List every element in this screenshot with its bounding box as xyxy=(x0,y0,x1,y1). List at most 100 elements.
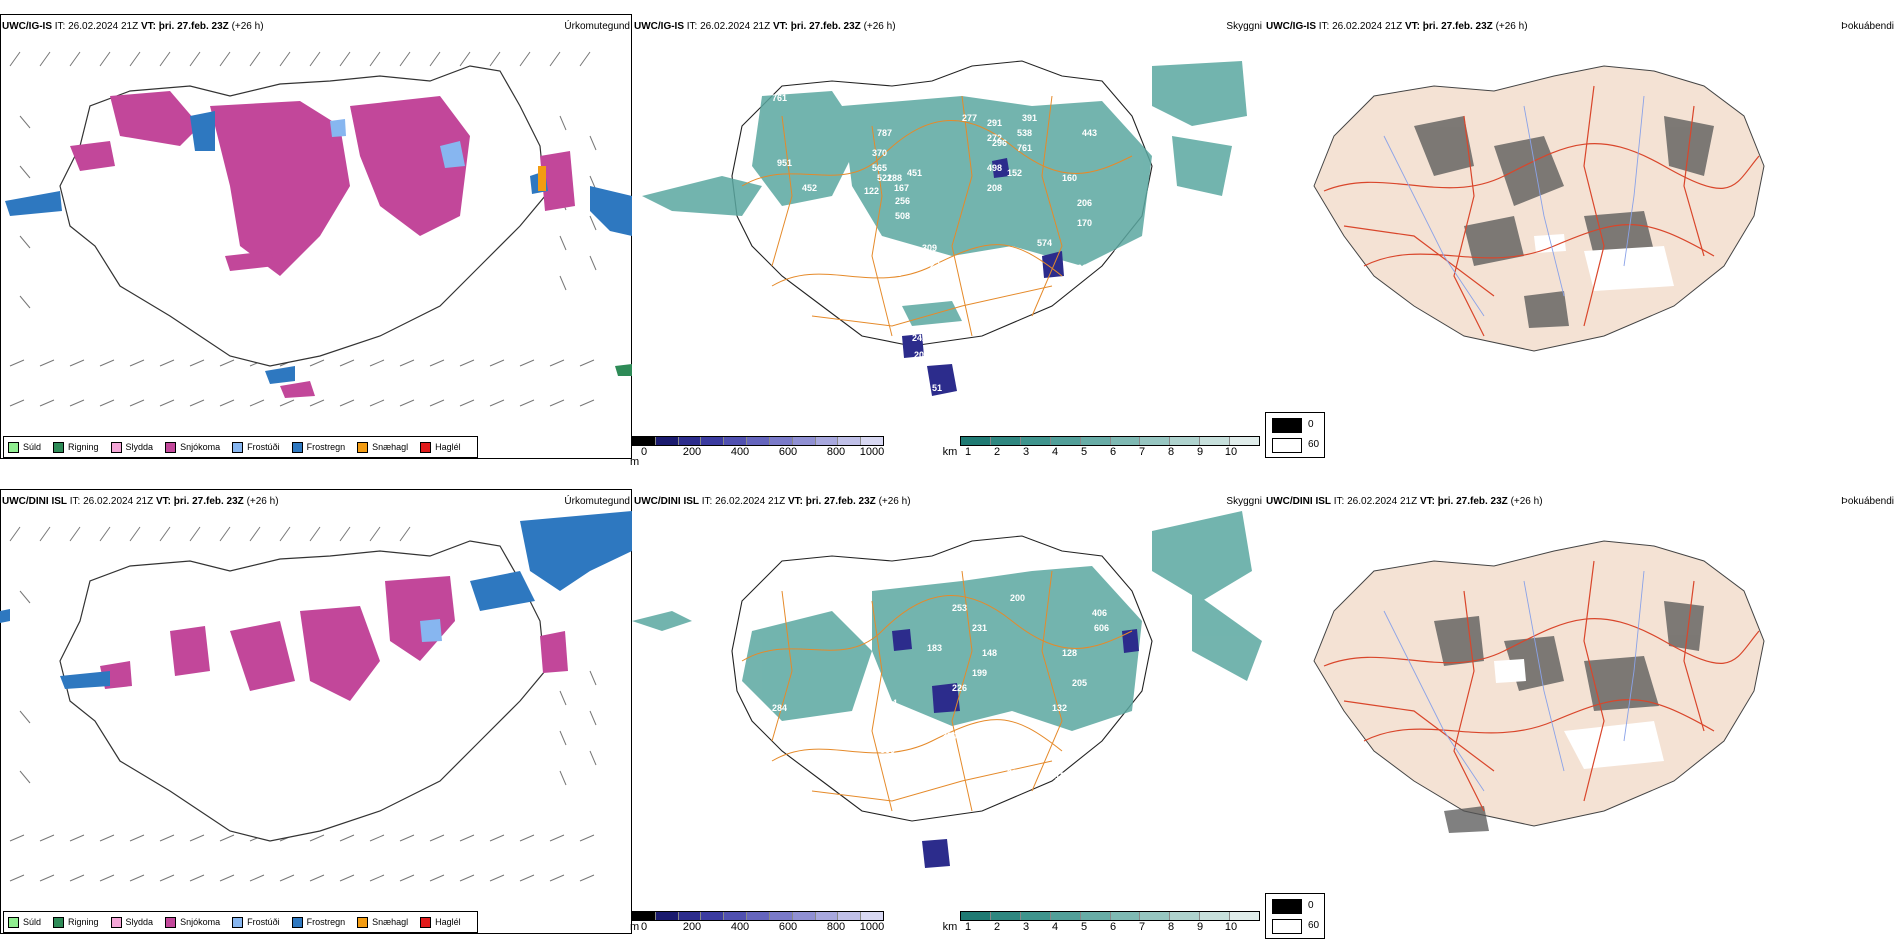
cloud-base-panel-top: UWC/IG-IS IT: 26.02.2024 21Z VT: þri. 27… xyxy=(630,0,1264,475)
elevation-label: 538 xyxy=(1017,128,1032,138)
panel-title: Þokuábendi xyxy=(1841,21,1894,32)
swatch xyxy=(165,441,177,453)
tick: 6 xyxy=(1109,921,1117,933)
vt-value: þri. 27.feb. 23Z xyxy=(1422,21,1493,32)
swatch xyxy=(110,441,122,453)
elevation-label: 183 xyxy=(927,643,942,653)
tick: 200 xyxy=(682,921,702,933)
elevation-label: 521 xyxy=(877,173,892,183)
lead-time: (+26 h) xyxy=(878,496,911,507)
it-value: 26.02.2024 21Z xyxy=(83,496,154,507)
swatch xyxy=(420,916,432,928)
vt-value: þri. 27.feb. 23Z xyxy=(790,21,861,32)
panel-header: UWC/IG-IS IT: 26.02.2024 21Z VT: þri. 27… xyxy=(2,21,264,32)
elevation-label: 272 xyxy=(987,133,1002,143)
tick: 600 xyxy=(778,921,798,933)
elevation-label: 350 xyxy=(880,745,895,755)
tick: 7 xyxy=(1138,921,1146,933)
elevation-label: 126 xyxy=(1055,771,1070,781)
fog-panel-bottom: UWC/DINI ISL IT: 26.02.2024 21Z VT: þri.… xyxy=(1264,475,1896,950)
tick: 1 xyxy=(964,921,972,933)
elevation-label: 451 xyxy=(907,168,922,178)
elevation-label: 152 xyxy=(1007,168,1022,178)
model-name: UWC/IG-IS xyxy=(2,21,52,32)
tick: 400 xyxy=(730,446,750,458)
panel-header: UWC/DINI ISL IT: 26.02.2024 21Z VT: þri.… xyxy=(1266,496,1543,507)
lead-time: (+26 h) xyxy=(1510,496,1543,507)
tick: 400 xyxy=(730,921,750,933)
tick: 10 xyxy=(1224,446,1238,458)
tick: 8 xyxy=(1167,446,1175,458)
it-value: 26.02.2024 21Z xyxy=(1347,496,1418,507)
elevation-label: 508 xyxy=(895,211,910,221)
elevation-label: 41 xyxy=(915,368,925,378)
it-label: IT: xyxy=(54,21,66,32)
tick: 200 xyxy=(682,446,702,458)
elevation-label: 824 xyxy=(882,698,897,708)
tick: 9 xyxy=(1196,921,1204,933)
vt-label: VT: xyxy=(1404,21,1420,32)
elevation-label: 291 xyxy=(987,118,1002,128)
elevation-label: 443 xyxy=(1082,128,1097,138)
it-value: 26.02.2024 21Z xyxy=(1332,21,1403,32)
elevation-label: 277 xyxy=(962,113,977,123)
map-frame xyxy=(0,14,632,459)
elevation-label: 565 xyxy=(872,163,887,173)
tick: 3 xyxy=(1022,921,1030,933)
panel-title: Úrkomutegund xyxy=(564,496,630,507)
map-frame xyxy=(0,489,632,934)
precip-map xyxy=(0,511,632,882)
tick: 1 xyxy=(964,446,972,458)
elevation-label: 206 xyxy=(1077,198,1092,208)
elevation-label: 148 xyxy=(982,648,997,658)
elevation-label: 51 xyxy=(932,383,942,393)
it-value: 26.02.2024 21Z xyxy=(68,21,139,32)
swatch xyxy=(357,441,369,453)
panel-title: Úrkomutegund xyxy=(564,21,630,32)
legend-item: Rigning xyxy=(53,916,99,928)
legend-label: 0 xyxy=(1308,419,1314,430)
swatch xyxy=(291,916,303,928)
elevation-label: 574 xyxy=(1037,238,1052,248)
legend-label: Frostúði xyxy=(247,917,280,927)
elevation-label: 160 xyxy=(1062,173,1077,183)
elevation-label: 203 xyxy=(914,350,929,360)
elevation-label: 787 xyxy=(877,128,892,138)
it-label: IT: xyxy=(69,496,81,507)
elevation-label: 242 xyxy=(912,333,927,343)
swatch xyxy=(420,441,432,453)
elevation-label: 498 xyxy=(987,163,1002,173)
legend-label: 0 xyxy=(1308,900,1314,911)
tick: 5 xyxy=(1080,446,1088,458)
tick: 800 xyxy=(826,921,846,933)
height-colorbar-strip xyxy=(632,436,884,446)
tick: 3 xyxy=(1022,446,1030,458)
legend-item: Haglél xyxy=(420,916,461,928)
height-colorbar-strip xyxy=(632,911,884,921)
elevation-label: 449 xyxy=(1027,753,1042,763)
fog-map xyxy=(1313,540,1765,833)
legend-item: Frostregn xyxy=(291,916,345,928)
tick: 9 xyxy=(1196,446,1204,458)
legend-label: 60 xyxy=(1308,920,1320,931)
elevation-label: 63 xyxy=(912,871,922,881)
elevation-label: 309 xyxy=(922,243,937,253)
elevation-label: 226 xyxy=(952,683,967,693)
elevation-label: 761 xyxy=(1017,143,1032,153)
legend-label: Frostúði xyxy=(247,442,280,452)
legend-item: Slydda xyxy=(110,441,153,453)
it-label: IT: xyxy=(686,21,698,32)
tick: 5 xyxy=(1080,921,1088,933)
vt-label: VT: xyxy=(1419,496,1435,507)
panel-header: UWC/IG-IS IT: 26.02.2024 21Z VT: þri. 27… xyxy=(634,21,896,32)
precip-type-legend: Súld Rigning Slydda Snjókoma Frostúði Fr… xyxy=(3,436,478,458)
precip-type-panel-top: UWC/IG-IS IT: 26.02.2024 21Z VT: þri. 27… xyxy=(0,0,632,475)
swatch xyxy=(1272,418,1302,433)
swatch xyxy=(232,916,244,928)
legend-label: Rigning xyxy=(68,442,99,452)
elevation-label: 457 xyxy=(884,731,899,741)
elevation-label: 284 xyxy=(772,703,787,713)
lead-time: (+26 h) xyxy=(246,496,279,507)
panel-title: Þokuábendi xyxy=(1841,496,1894,507)
legend-item: Snjókoma xyxy=(165,441,220,453)
